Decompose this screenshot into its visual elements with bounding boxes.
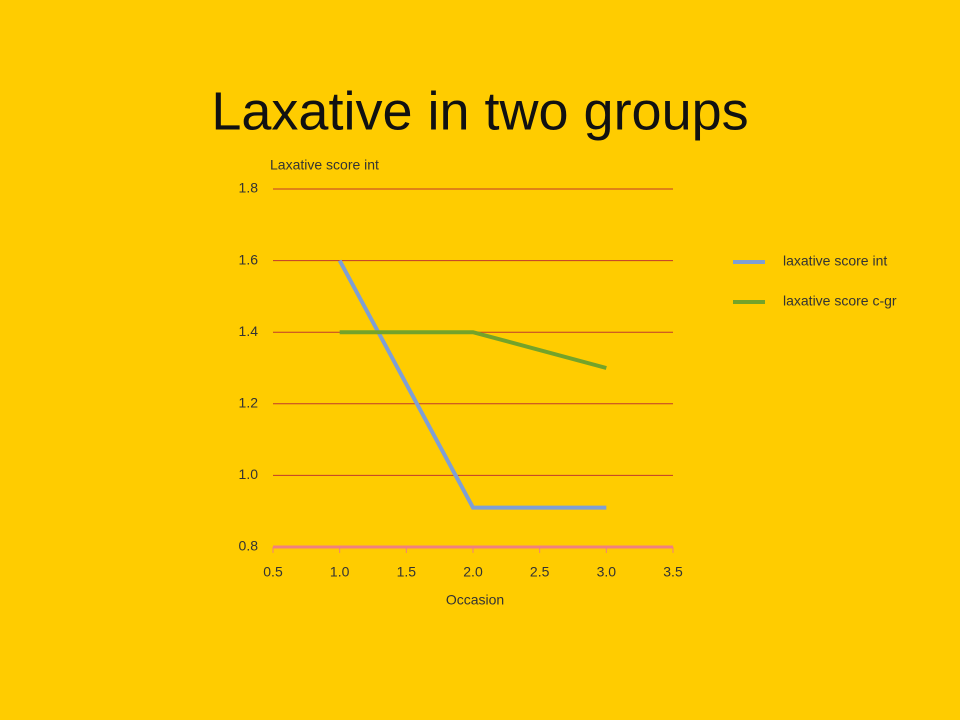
legend-label: laxative score int	[783, 253, 887, 269]
line	[337, 259, 607, 510]
y-tick-label: 1.2	[239, 395, 259, 411]
y-tick-label: 1.4	[239, 323, 259, 339]
x-tick-label: 1.0	[330, 564, 350, 580]
x-tick-label: 2.5	[530, 564, 550, 580]
y-tick-label: 1.6	[239, 251, 259, 267]
y-axis-label: Laxative score int	[270, 157, 379, 173]
y-tick-label: 0.8	[239, 538, 259, 554]
x-tick-label: 2.0	[463, 564, 483, 580]
x-tick-label: 3.5	[663, 564, 683, 580]
chart-title: Laxative in two groups	[211, 81, 748, 141]
x-tick-label: 1.5	[397, 564, 417, 580]
y-tick-label: 1.0	[239, 466, 259, 482]
x-axis-label: Occasion	[446, 592, 504, 608]
x-tick-label: 0.5	[263, 564, 283, 580]
x-tick-label: 3.0	[597, 564, 617, 580]
legend-label: laxative score c-gr	[783, 293, 897, 309]
y-tick-label: 1.8	[239, 180, 259, 196]
line	[339, 330, 607, 370]
